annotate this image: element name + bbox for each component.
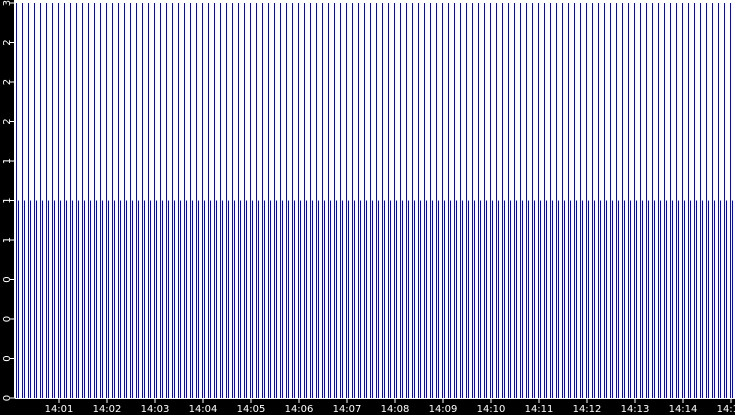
y-tick-label: 1 bbox=[2, 197, 13, 203]
x-tick-label: 14:05 bbox=[237, 404, 266, 415]
y-tick-label: 0 bbox=[2, 316, 13, 322]
y-tick-label: 1 bbox=[2, 237, 13, 243]
y-tick-label: 0 bbox=[2, 355, 13, 361]
x-tick-label: 14:10 bbox=[477, 404, 506, 415]
x-tick-label: 14:08 bbox=[381, 404, 410, 415]
y-tick-label: 2 bbox=[2, 118, 13, 124]
y-tick-label: 0 bbox=[2, 276, 13, 282]
y-tick-label: 3 bbox=[2, 0, 13, 6]
x-tick-label: 14:13 bbox=[621, 404, 650, 415]
series-marks bbox=[16, 3, 733, 398]
plot-area bbox=[15, 0, 735, 398]
x-tick-label: 14:12 bbox=[573, 404, 602, 415]
x-tick-label: 14:01 bbox=[45, 404, 74, 415]
y-tick-label: 2 bbox=[2, 39, 13, 45]
x-tick-label: 14:02 bbox=[93, 404, 122, 415]
x-tick-label: 14:09 bbox=[429, 404, 458, 415]
y-axis: 0 0 0 0 1 1 1 2 2 2 3 bbox=[2, 0, 15, 401]
y-tick-label: 1 bbox=[2, 158, 13, 164]
y-tick-label: 2 bbox=[2, 79, 13, 85]
x-tick-label: 14:07 bbox=[333, 404, 362, 415]
x-tick-label: 14:14 bbox=[669, 404, 698, 415]
x-tick-label: 14:11 bbox=[525, 404, 554, 415]
x-tick-label: 14:06 bbox=[285, 404, 314, 415]
x-tick-label: 14:04 bbox=[189, 404, 218, 415]
x-tick-label: 14:03 bbox=[141, 404, 170, 415]
x-axis: 14:01 14:02 14:03 14:04 14:05 14:06 14:07 14:08… bbox=[15, 398, 735, 415]
y-tick-label: 0 bbox=[2, 395, 13, 401]
x-tick-label: 14:15 bbox=[717, 404, 735, 415]
